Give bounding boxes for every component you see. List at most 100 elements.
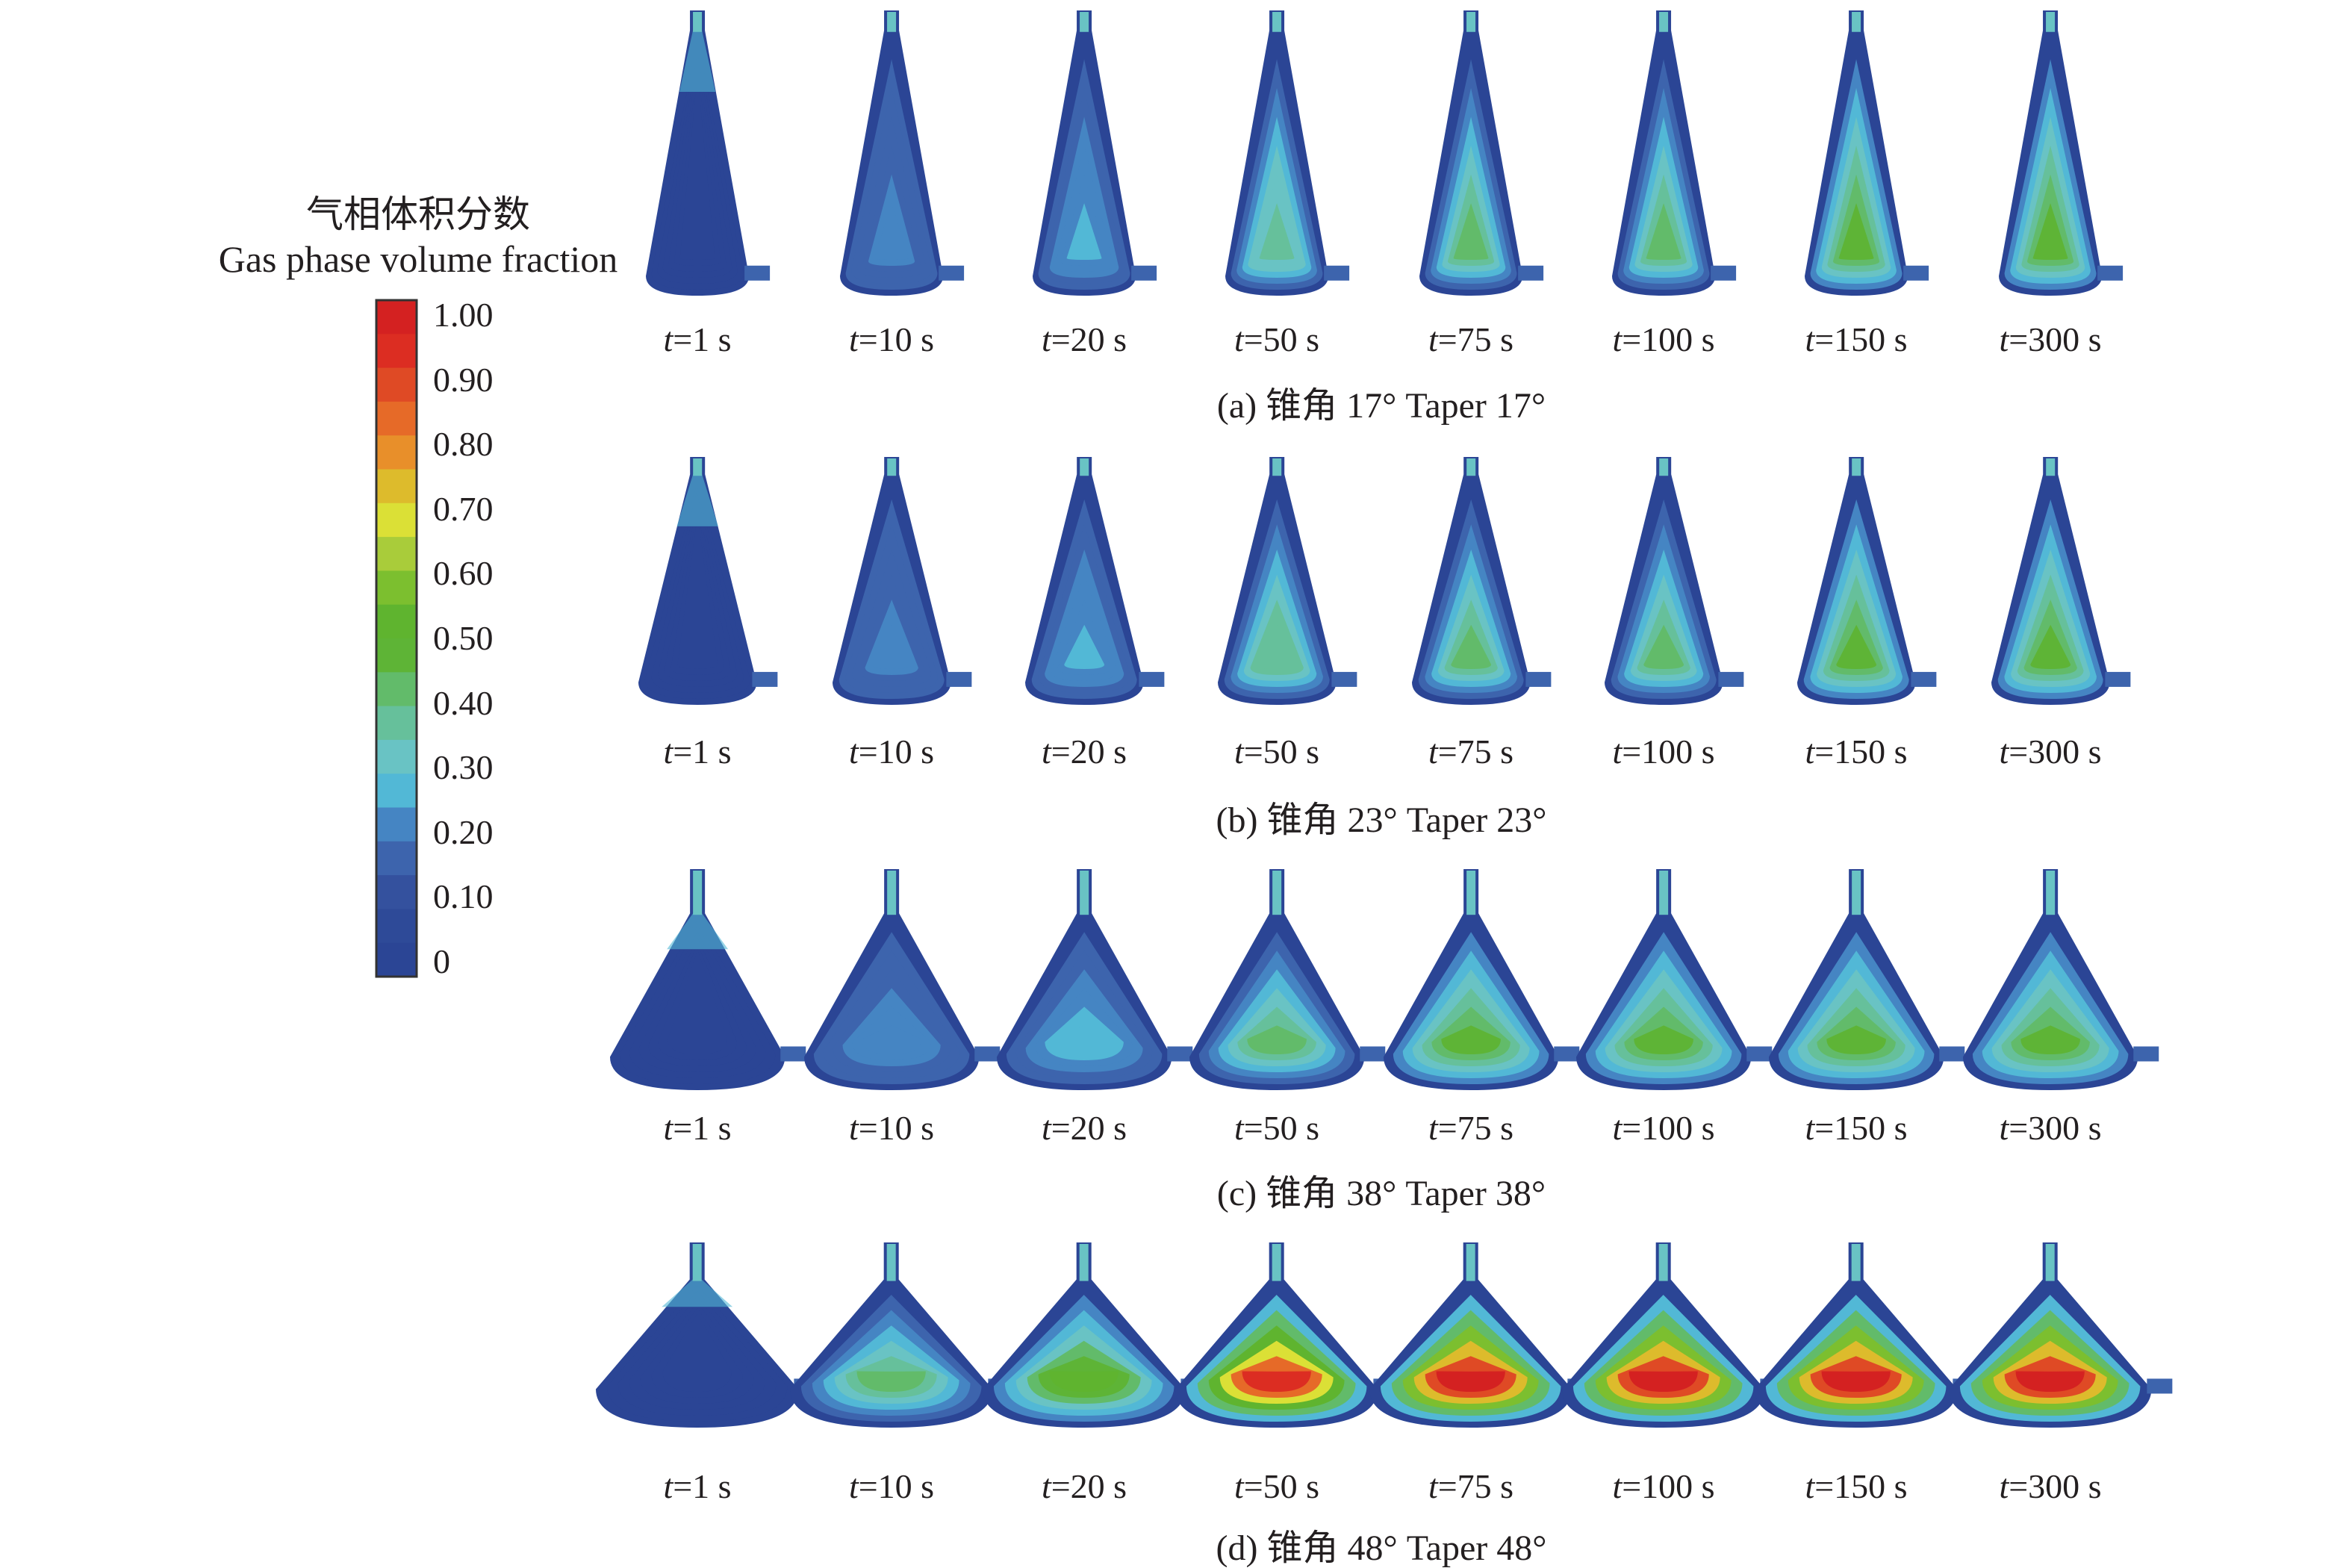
cfd-contour-plot — [1991, 457, 2131, 705]
gas-fraction-region — [1436, 1371, 1506, 1392]
time-label: t=10 s — [849, 1111, 934, 1145]
vessel-neck — [886, 1244, 896, 1281]
gas-fraction-region — [2032, 203, 2068, 260]
outlet-pipe — [752, 671, 778, 687]
time-symbol: t — [1612, 1467, 1623, 1505]
time-value: =150 s — [1814, 732, 1908, 771]
colorbar-segment — [376, 503, 417, 538]
time-label: t=150 s — [1805, 1469, 1907, 1504]
gas-fraction-region — [1441, 1025, 1501, 1054]
time-symbol: t — [663, 1109, 673, 1147]
colorbar-frame — [375, 299, 418, 978]
cfd-contour-plot — [645, 10, 771, 296]
vessel-neck — [1466, 458, 1475, 476]
time-value: =50 s — [1243, 1109, 1320, 1147]
time-value: =100 s — [1622, 320, 1715, 358]
cfd-contour-plot — [983, 1242, 1207, 1428]
time-symbol: t — [1428, 732, 1438, 771]
colorbar-tick-label: 0 — [433, 942, 450, 980]
vessel-neck — [886, 12, 896, 32]
colorbar-segment — [376, 875, 417, 909]
time-value: =1 s — [673, 1109, 732, 1147]
time-label: t=20 s — [1042, 1469, 1127, 1504]
outlet-pipe — [2147, 1378, 2173, 1394]
vessel-neck — [1272, 871, 1281, 915]
gas-fraction-region — [1451, 624, 1491, 669]
colorbar-segment — [376, 334, 417, 369]
gas-fraction-region — [2015, 1371, 2085, 1392]
outlet-pipe — [1718, 671, 1744, 687]
vessel-neck — [692, 1244, 702, 1281]
time-symbol: t — [1428, 1467, 1438, 1505]
colorbar-segment — [376, 706, 417, 741]
colorbar-tick-label: 0.40 — [433, 683, 494, 722]
time-value: =10 s — [858, 732, 935, 771]
time-symbol: t — [1428, 320, 1438, 358]
gas-fraction-region — [874, 203, 909, 260]
outlet-pipe — [1711, 265, 1737, 281]
cfd-contour-plot — [1755, 1242, 1979, 1428]
gas-fraction-region — [662, 1279, 733, 1307]
outlet-pipe — [2105, 671, 2131, 687]
time-symbol: t — [1233, 732, 1244, 771]
colorbar-segment — [376, 841, 417, 876]
outlet-pipe — [946, 671, 972, 687]
cfd-contour-plot — [839, 10, 965, 296]
gas-fraction-region — [676, 474, 718, 526]
gas-fraction-region — [2020, 1025, 2080, 1054]
outlet-pipe — [1903, 265, 1929, 281]
outlet-pipe — [1939, 1046, 1965, 1062]
time-label: t=50 s — [1234, 1111, 1319, 1145]
outlet-pipe — [1324, 265, 1350, 281]
cfd-contour-plot — [1611, 10, 1737, 296]
time-symbol: t — [1041, 320, 1051, 358]
vessel-neck — [1851, 458, 1861, 476]
gas-fraction-region — [1257, 624, 1297, 669]
outlet-pipe — [974, 1046, 1001, 1062]
gas-fraction-region — [1836, 624, 1876, 669]
time-value: =10 s — [858, 1467, 935, 1505]
time-value: =10 s — [858, 1109, 935, 1147]
gas-fraction-region — [2030, 624, 2071, 669]
time-value: =20 s — [1051, 732, 1127, 771]
vessel-neck — [886, 458, 896, 476]
time-symbol: t — [1428, 1109, 1438, 1147]
cfd-contour-plot — [996, 869, 1193, 1090]
time-label: t=1 s — [663, 735, 731, 769]
outlet-pipe — [744, 265, 771, 281]
time-value: =20 s — [1051, 1467, 1127, 1505]
colorbar-tick-label: 1.00 — [433, 296, 494, 334]
time-symbol: t — [1805, 320, 1815, 358]
colorbar-tick-label: 0.80 — [433, 425, 494, 464]
row-caption: (a) 锥角 17° Taper 17° — [1216, 386, 1546, 426]
outlet-pipe — [2133, 1046, 2159, 1062]
outlet-pipe — [1525, 671, 1552, 687]
cfd-contour-plot — [609, 869, 806, 1090]
time-value: =75 s — [1437, 1109, 1514, 1147]
colorbar-segment — [376, 401, 417, 436]
cfd-contour-plot — [1032, 10, 1157, 296]
vessel-neck — [1079, 1244, 1089, 1281]
time-label: t=20 s — [1042, 323, 1127, 357]
time-label: t=75 s — [1428, 735, 1513, 769]
time-label: t=300 s — [1999, 1111, 2101, 1145]
gas-fraction-region — [1247, 1025, 1307, 1054]
outlet-pipe — [1911, 671, 1937, 687]
gas-fraction-region — [1049, 1371, 1119, 1392]
gas-fraction-region — [1838, 203, 1874, 260]
cfd-contour-plot — [1383, 869, 1580, 1090]
time-symbol: t — [1999, 732, 2009, 771]
gas-fraction-region — [677, 514, 718, 669]
vessel-neck — [1658, 1244, 1668, 1281]
time-value: =300 s — [2009, 732, 2102, 771]
row-caption: (c) 锥角 38° Taper 38° — [1216, 1174, 1546, 1213]
time-symbol: t — [1041, 1467, 1051, 1505]
gas-fraction-region — [666, 913, 728, 950]
outlet-pipe — [2097, 265, 2124, 281]
vessel-neck — [692, 871, 702, 915]
vessel-neck — [1466, 12, 1475, 32]
colorbar-segment — [376, 435, 417, 470]
time-value: =100 s — [1622, 732, 1715, 771]
vessel-neck — [1079, 12, 1089, 32]
outlet-pipe — [939, 265, 965, 281]
